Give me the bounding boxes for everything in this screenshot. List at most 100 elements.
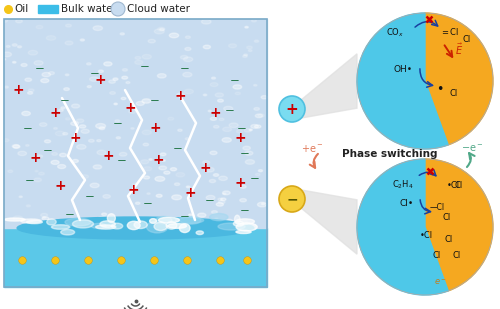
Ellipse shape xyxy=(116,137,120,139)
Text: +: + xyxy=(149,121,161,135)
Ellipse shape xyxy=(61,107,65,109)
Text: +: + xyxy=(12,83,24,97)
Ellipse shape xyxy=(98,70,103,73)
Text: −: − xyxy=(90,66,100,79)
Ellipse shape xyxy=(204,94,207,96)
Ellipse shape xyxy=(28,50,38,55)
Text: +: + xyxy=(29,151,41,165)
Ellipse shape xyxy=(66,74,69,76)
Ellipse shape xyxy=(122,76,128,79)
Ellipse shape xyxy=(254,125,261,128)
Text: C$_2$H$_4$: C$_2$H$_4$ xyxy=(392,179,414,191)
Ellipse shape xyxy=(46,222,49,224)
Ellipse shape xyxy=(17,217,254,239)
Ellipse shape xyxy=(54,128,58,129)
Ellipse shape xyxy=(87,86,92,88)
Ellipse shape xyxy=(149,159,152,160)
Ellipse shape xyxy=(246,160,254,164)
Ellipse shape xyxy=(155,176,164,181)
Ellipse shape xyxy=(208,110,212,112)
Ellipse shape xyxy=(183,72,192,77)
Ellipse shape xyxy=(204,45,210,49)
Bar xyxy=(4,19,267,287)
Ellipse shape xyxy=(51,160,59,164)
Text: •Cl: •Cl xyxy=(420,231,433,239)
Ellipse shape xyxy=(0,19,7,22)
Ellipse shape xyxy=(96,225,116,229)
Ellipse shape xyxy=(104,62,112,66)
Ellipse shape xyxy=(147,193,150,194)
Ellipse shape xyxy=(168,224,186,228)
Ellipse shape xyxy=(93,165,102,169)
Ellipse shape xyxy=(36,25,43,29)
Text: CO$_x$: CO$_x$ xyxy=(386,27,404,39)
Text: Cl: Cl xyxy=(450,88,458,98)
Ellipse shape xyxy=(72,104,80,108)
Wedge shape xyxy=(425,13,493,145)
Ellipse shape xyxy=(60,230,74,235)
Text: Oil: Oil xyxy=(14,4,28,14)
Ellipse shape xyxy=(223,193,226,195)
Ellipse shape xyxy=(229,123,238,128)
Ellipse shape xyxy=(142,130,152,135)
Text: +: + xyxy=(69,131,81,145)
Bar xyxy=(4,228,267,287)
Ellipse shape xyxy=(236,130,242,133)
Ellipse shape xyxy=(22,111,30,116)
Ellipse shape xyxy=(60,153,66,157)
Ellipse shape xyxy=(158,74,166,78)
Text: −: − xyxy=(286,192,298,206)
Ellipse shape xyxy=(64,88,70,91)
Ellipse shape xyxy=(258,170,262,172)
Ellipse shape xyxy=(34,178,42,182)
Ellipse shape xyxy=(16,19,22,23)
Ellipse shape xyxy=(234,215,240,224)
Ellipse shape xyxy=(212,77,216,79)
Ellipse shape xyxy=(58,164,66,169)
Ellipse shape xyxy=(162,160,165,161)
Text: −: − xyxy=(250,171,260,184)
Wedge shape xyxy=(357,13,448,149)
Ellipse shape xyxy=(214,125,219,128)
Text: −: − xyxy=(150,94,160,107)
Ellipse shape xyxy=(262,203,265,205)
Text: OH•: OH• xyxy=(394,65,412,74)
Ellipse shape xyxy=(28,92,32,94)
Ellipse shape xyxy=(154,222,167,231)
Ellipse shape xyxy=(56,131,65,136)
Text: =$\,$Cl: =$\,$Cl xyxy=(441,26,459,36)
Ellipse shape xyxy=(65,218,91,226)
Ellipse shape xyxy=(222,138,232,142)
Text: Cloud water: Cloud water xyxy=(127,4,190,14)
Ellipse shape xyxy=(170,168,176,171)
Ellipse shape xyxy=(198,213,206,217)
Ellipse shape xyxy=(52,153,58,155)
Ellipse shape xyxy=(73,226,80,229)
Ellipse shape xyxy=(180,217,201,224)
Text: Cl: Cl xyxy=(443,213,451,222)
Ellipse shape xyxy=(176,172,184,177)
Ellipse shape xyxy=(110,91,116,95)
Text: +: + xyxy=(102,149,114,163)
Ellipse shape xyxy=(2,52,12,57)
Text: •: • xyxy=(436,83,444,95)
Ellipse shape xyxy=(160,153,166,156)
Ellipse shape xyxy=(99,127,104,130)
Text: −: − xyxy=(180,61,190,74)
Text: +: + xyxy=(199,161,211,175)
Ellipse shape xyxy=(98,217,105,220)
Text: +: + xyxy=(124,101,136,115)
Ellipse shape xyxy=(172,195,181,200)
Text: −: − xyxy=(240,204,250,217)
Text: +: + xyxy=(49,106,61,120)
Ellipse shape xyxy=(236,219,255,224)
Ellipse shape xyxy=(236,230,251,234)
Ellipse shape xyxy=(246,46,252,49)
Text: •Cl: •Cl xyxy=(447,180,460,189)
Polygon shape xyxy=(301,54,357,118)
Text: +: + xyxy=(127,183,139,197)
Ellipse shape xyxy=(180,55,188,59)
Ellipse shape xyxy=(38,172,44,175)
Ellipse shape xyxy=(251,125,258,128)
Circle shape xyxy=(111,2,125,16)
